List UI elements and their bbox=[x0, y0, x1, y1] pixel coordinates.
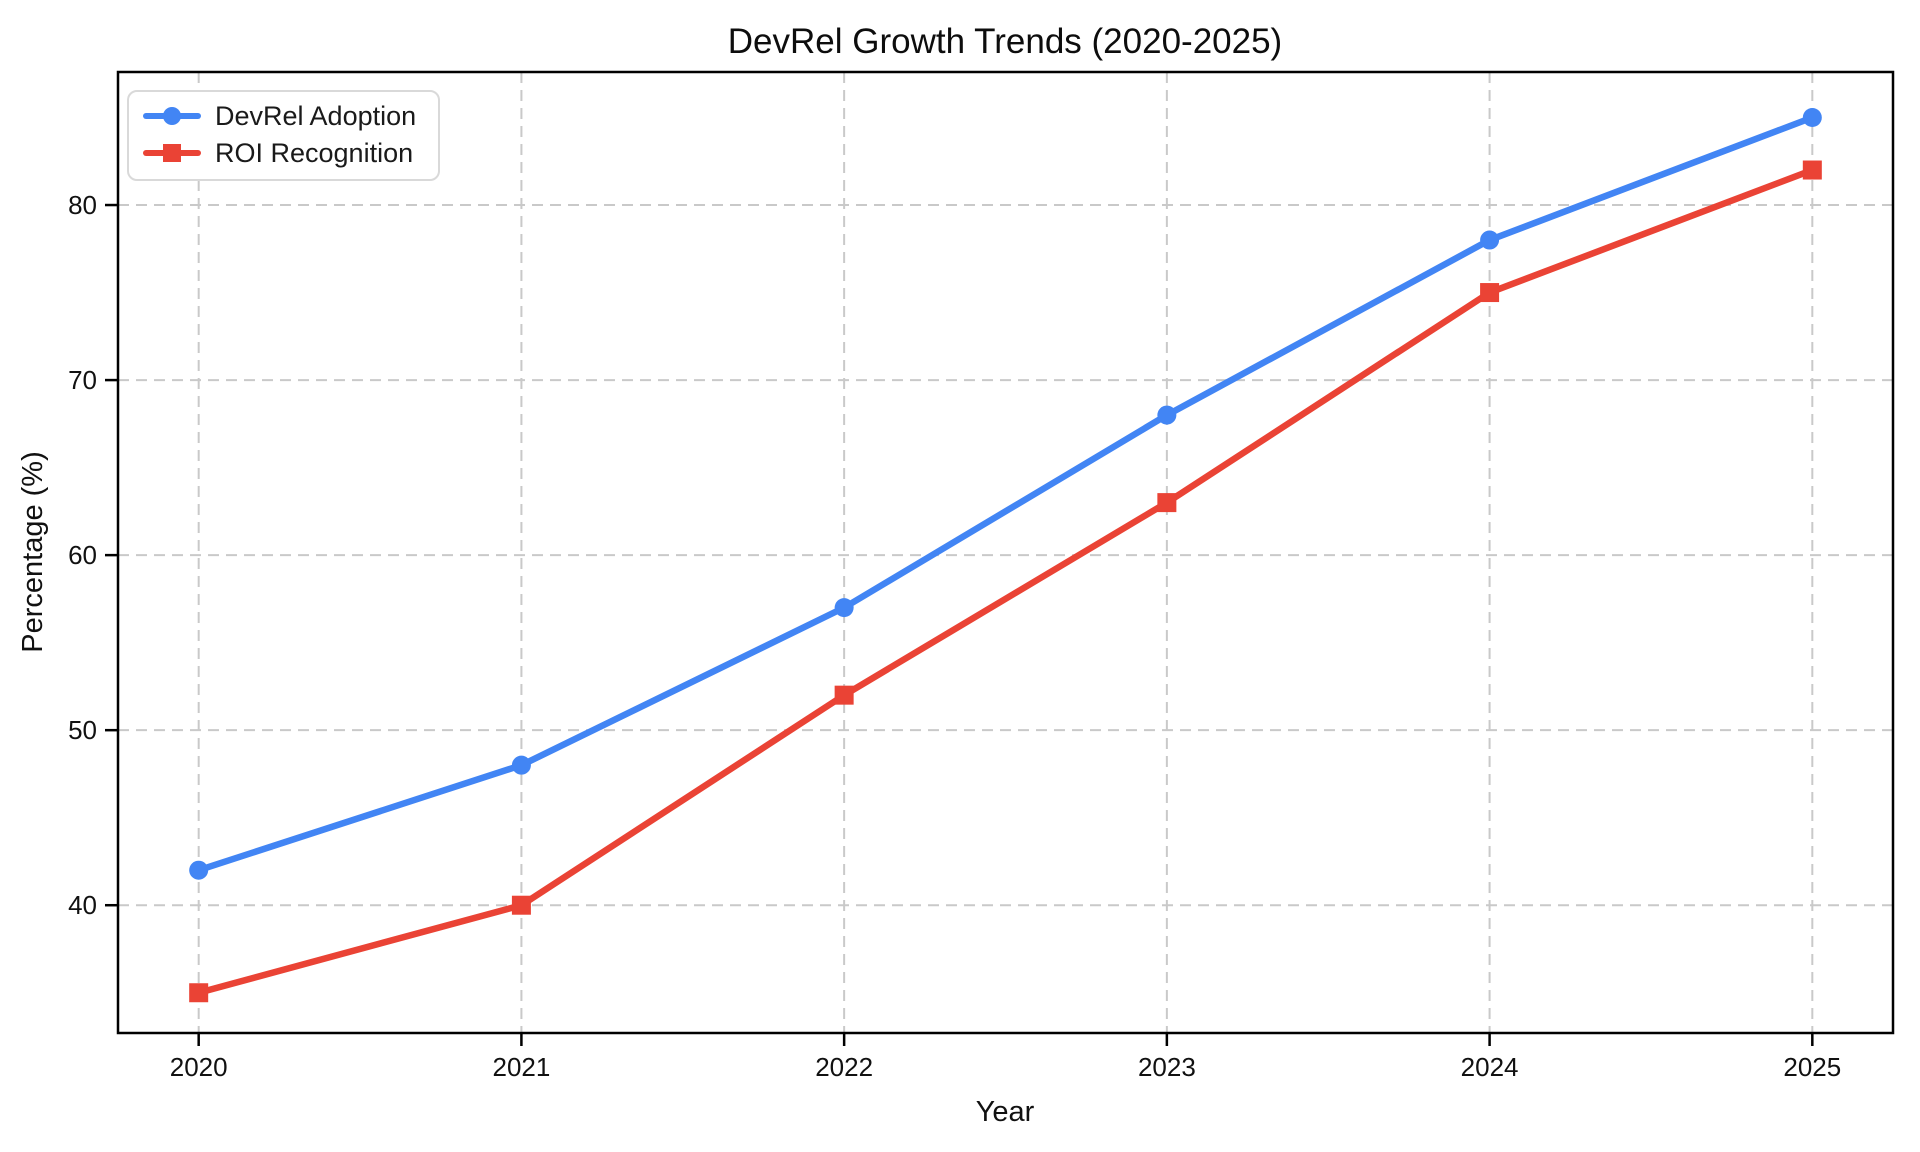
y-tick-label: 40 bbox=[68, 890, 97, 920]
y-tick-label: 60 bbox=[68, 540, 97, 570]
series-line-roi-recognition bbox=[195, 166, 1816, 996]
x-tick-label: 2020 bbox=[170, 1052, 228, 1082]
y-tick-label: 80 bbox=[68, 190, 97, 220]
data-point-roi-recognition bbox=[511, 895, 531, 915]
x-tick-label: 2022 bbox=[815, 1052, 873, 1082]
x-tick-label: 2021 bbox=[492, 1052, 550, 1082]
chart-title: DevRel Growth Trends (2020-2025) bbox=[728, 22, 1282, 61]
data-point-roi-recognition bbox=[834, 685, 854, 705]
data-point-roi-recognition bbox=[189, 983, 209, 1003]
plot-border bbox=[116, 70, 1895, 1035]
series-line-devrel-adoption bbox=[195, 114, 1816, 874]
data-point-roi-recognition bbox=[1157, 493, 1177, 513]
legend-square-sample bbox=[163, 144, 181, 162]
legend: DevRel Adoption ROI Recognition bbox=[127, 90, 441, 181]
y-axis-label: Percentage (%) bbox=[17, 451, 49, 653]
x-tick-label: 2023 bbox=[1138, 1052, 1196, 1082]
legend-label: ROI Recognition bbox=[215, 137, 414, 168]
data-point-roi-recognition bbox=[1480, 283, 1500, 303]
legend-circle-sample bbox=[163, 107, 181, 125]
legend-item-devrel-adoption: DevRel Adoption bbox=[143, 102, 416, 130]
data-point-devrel-adoption bbox=[834, 598, 854, 618]
x-axis-label: Year bbox=[976, 1096, 1035, 1128]
legend-label: DevRel Adoption bbox=[215, 100, 417, 131]
data-point-devrel-adoption bbox=[189, 860, 209, 880]
data-point-devrel-adoption bbox=[511, 755, 531, 775]
data-point-devrel-adoption bbox=[1802, 108, 1822, 128]
y-tick-label: 70 bbox=[68, 365, 97, 395]
data-point-devrel-adoption bbox=[1480, 230, 1500, 250]
legend-square-marker-icon bbox=[143, 144, 201, 162]
legend-item-roi-recognition: ROI Recognition bbox=[143, 139, 416, 167]
data-point-roi-recognition bbox=[1802, 160, 1822, 180]
y-tick-label: 50 bbox=[68, 715, 97, 745]
x-tick-label: 2024 bbox=[1461, 1052, 1519, 1082]
data-point-devrel-adoption bbox=[1157, 405, 1177, 425]
x-tick-label: 2025 bbox=[1783, 1052, 1841, 1082]
legend-circle-marker-icon bbox=[143, 107, 201, 125]
